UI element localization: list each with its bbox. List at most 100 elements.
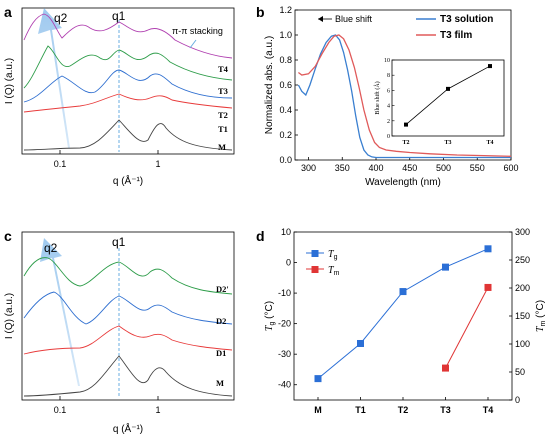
panel-a-label-M: M: [218, 142, 226, 152]
panel-a-xtick-1: 1: [155, 159, 160, 169]
panel-d-rtick-5: 250: [515, 255, 530, 265]
panel-d-frame: [293, 231, 513, 401]
panel-d-ltick-0: -40: [278, 380, 291, 390]
panel-d-rtick-1: 50: [515, 367, 525, 377]
panel-a-pipi-label: π-π stacking: [172, 26, 223, 36]
panel-b-ytick-2: 0.4: [279, 105, 292, 115]
panel-a-label-T1: T1: [218, 124, 228, 134]
panel-b-curves: [297, 34, 512, 159]
panel-b: b 300 350 400 450 500 550 600 0.0 0.2 0.4 0.6 0.8 1.…: [256, 4, 519, 188]
panel-b-inset-ytick-2: 4: [387, 104, 390, 110]
panel-a-q2-arrow: [38, 8, 70, 148]
panel-b-inset-ytick-4: 8: [387, 73, 390, 79]
panel-d-line-0: [317, 248, 489, 379]
panel-d-ltick-4: 0: [286, 258, 291, 268]
panel-c-q2-label: q2: [44, 241, 58, 255]
panel-b-ytick-5: 1.0: [279, 30, 292, 40]
panel-c-xtick-1: 1: [155, 405, 160, 415]
panel-a-pipi-arrow: [189, 39, 197, 49]
panel-d-legend-Tg: Tg: [328, 249, 338, 261]
panel-b-xtick-2: 400: [368, 163, 383, 173]
panel-a-curve-T2: [23, 69, 233, 103]
panel-b-xtick-0: 300: [301, 163, 316, 173]
panel-d-line-1: [445, 287, 489, 369]
panel-d-point-0-T3: [442, 263, 449, 271]
panel-b-ytick-4: 0.8: [279, 55, 292, 65]
panel-d-legend-marker-Tm: [311, 266, 319, 273]
panel-c-label-D2: D2: [216, 316, 226, 326]
panel-b-xtick-1: 350: [335, 163, 350, 173]
panel-b-inset-ylabel: Blue shift (Å): [373, 81, 381, 114]
panel-d-ltick-1: -30: [278, 349, 291, 359]
panel-c-xtick-0.1: 0.1: [54, 405, 67, 415]
panel-c-q1-label: q1: [112, 235, 126, 249]
panel-a: a I (Q) (a.u.) q (Å⁻¹) 0.1 1 T4 T3 T2 T1…: [4, 4, 235, 187]
panel-b-inset-ytick-3: 6: [387, 88, 390, 94]
panel-b-inset: 0 2 4 6 8 10 T2 T3 T4 Blue shift (Å): [373, 58, 505, 146]
panel-d-legend-Tm: Tm: [328, 265, 340, 277]
panel-c-ylabel: I (Q) (a.u.): [4, 293, 15, 339]
panel-b-inset-line: [405, 65, 491, 125]
panel-a-label-T3: T3: [218, 86, 228, 96]
panel-d-xtick-T4: T4: [483, 405, 494, 415]
panel-c-xlabel: q (Å⁻¹): [113, 422, 143, 435]
panel-b-ytick-6: 1.2: [279, 5, 292, 15]
panel-c-frame: [21, 231, 235, 401]
panel-c-label-D2prime: D2': [216, 284, 229, 294]
panel-b-inset-content: 0 2 4 6 8 10 T2 T3 T4: [384, 58, 494, 146]
panel-b-ytick-1: 0.2: [279, 130, 292, 140]
panel-d-xtick-T3: T3: [440, 405, 451, 415]
panel-b-inset-xtick-T2: T2: [402, 140, 409, 146]
panel-b-xtick-5: 550: [470, 163, 485, 173]
panel-d-ylabel-right: Tm (°C): [535, 300, 547, 332]
panel-b-xtick-3: 450: [402, 163, 417, 173]
panel-a-curve-M: [23, 119, 233, 151]
panel-d-rtick-3: 150: [515, 311, 530, 321]
panel-b-series-1: [298, 34, 512, 157]
panel-d-point-0-T4: [484, 245, 492, 253]
panel-a-q2-label: q2: [54, 11, 68, 25]
panel-d-xtick-T1: T1: [355, 405, 366, 415]
panel-d-ltick-5: 10: [281, 227, 291, 237]
panel-b-inset-ytick-5: 10: [384, 58, 390, 64]
panel-d-point-1-T4: [484, 283, 492, 291]
panel-b-inset-xtick-T4: T4: [486, 140, 493, 146]
panel-b-ylabel: Normalized abs. (a.u.): [264, 36, 275, 134]
panel-a-curve-T1: [23, 93, 233, 113]
panel-c-letter: c: [4, 228, 12, 244]
panel-d-curves: [314, 245, 492, 383]
panel-d-xtick-M: M: [314, 405, 322, 415]
panel-b-blueshift-label: Blue shift: [335, 14, 373, 24]
panel-a-xtick-0.1: 0.1: [54, 159, 67, 169]
panel-d-rtick-6: 300: [515, 227, 530, 237]
panel-b-ytick-0: 0.0: [279, 155, 292, 165]
panel-d-xtick-T2: T2: [398, 405, 409, 415]
panel-a-ylabel: I (Q) (a.u.): [4, 58, 15, 104]
panel-d-letter: d: [256, 228, 265, 244]
panel-b-xlabel: Wavelength (nm): [365, 177, 441, 188]
panel-c-curve-M: [23, 355, 233, 397]
panel-b-ticks: 300 350 400 450 500 550 600 0.0 0.2 0.4 0.6 0.8 1.0 1…: [279, 5, 518, 173]
panel-a-letter: a: [4, 4, 12, 20]
panel-b-series-0: [297, 34, 511, 159]
panel-a-label-T4: T4: [218, 64, 229, 74]
panel-b-letter: b: [256, 4, 265, 20]
panel-c-label-D1: D1: [216, 348, 226, 358]
panel-b-inset-point-T4: [488, 64, 492, 69]
panel-d-point-1-T3: [442, 364, 449, 372]
panel-b-inset-ytick-0: 0: [387, 134, 390, 140]
panel-a-q1-label: q1: [112, 9, 126, 23]
panel-b-xtick-4: 500: [436, 163, 451, 173]
panel-a-curve-T3: [23, 45, 233, 89]
panel-c-curve-D2prime: [23, 257, 233, 295]
panel-d-rtick-0: 0: [515, 395, 520, 405]
panel-d-point-0-T2: [399, 288, 407, 296]
panel-a-curve-T4: [23, 13, 233, 59]
panel-b-frame: [294, 9, 512, 161]
panel-b-inset-ytick-1: 2: [387, 119, 390, 125]
panel-b-inset-xtick-T3: T3: [444, 140, 451, 146]
panel-a-label-T2: T2: [218, 110, 228, 120]
panel-b-inset-point-T2: [404, 122, 408, 127]
panel-d-legend-marker-Tg: [311, 250, 319, 257]
